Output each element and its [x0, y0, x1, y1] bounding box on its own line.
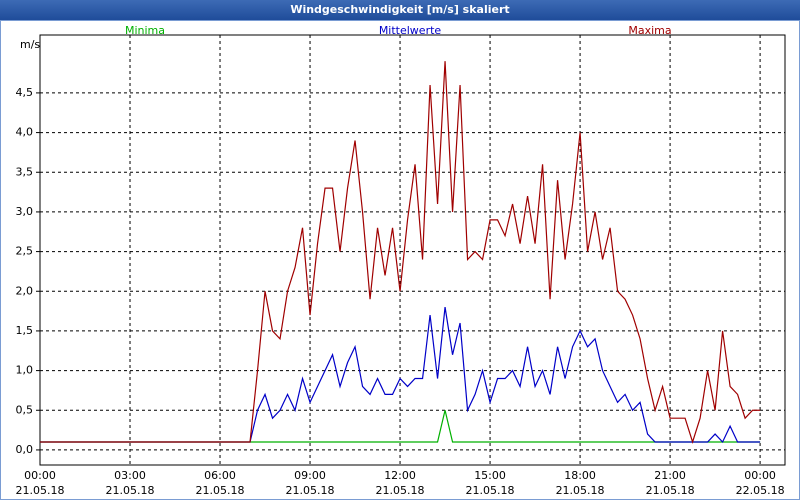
y-tick-label: 2,5: [16, 245, 34, 258]
plot-frame: [39, 34, 786, 466]
y-axis-label: m/s: [20, 38, 40, 51]
legend-entry: Maxima: [628, 24, 671, 37]
legend-entry: Mittelwerte: [379, 24, 442, 37]
y-tick-label: 1,0: [16, 364, 34, 377]
series-line: [40, 61, 761, 444]
x-tick-label: 06:00 21.05.18: [195, 469, 245, 497]
y-tick-label: 2,0: [16, 284, 34, 297]
y-tick-label: 1,5: [16, 324, 34, 337]
y-tick-label: 4,5: [16, 86, 34, 99]
x-tick-label: 00:00 22.05.18: [735, 469, 785, 497]
y-tick-label: 0,5: [16, 403, 34, 416]
x-tick-label: 12:00 21.05.18: [375, 469, 425, 497]
series-line: [40, 307, 761, 444]
y-tick-label: 3,5: [16, 165, 34, 178]
y-tick-label: 0,0: [16, 443, 34, 456]
y-tick-label: 4,0: [16, 126, 34, 139]
y-tick-label: 3,0: [16, 205, 34, 218]
x-tick-label: 03:00 21.05.18: [105, 469, 155, 497]
x-tick-label: 18:00 21.05.18: [555, 469, 605, 497]
x-tick-label: 09:00 21.05.18: [285, 469, 335, 497]
x-tick-label: 21:00 21.05.18: [645, 469, 695, 497]
legend-entry: Minima: [125, 24, 165, 37]
x-tick-label: 15:00 21.05.18: [465, 469, 515, 497]
chart-title: Windgeschwindigkeit [m/s] skaliert: [0, 0, 800, 20]
x-tick-label: 00:00 21.05.18: [15, 469, 65, 497]
